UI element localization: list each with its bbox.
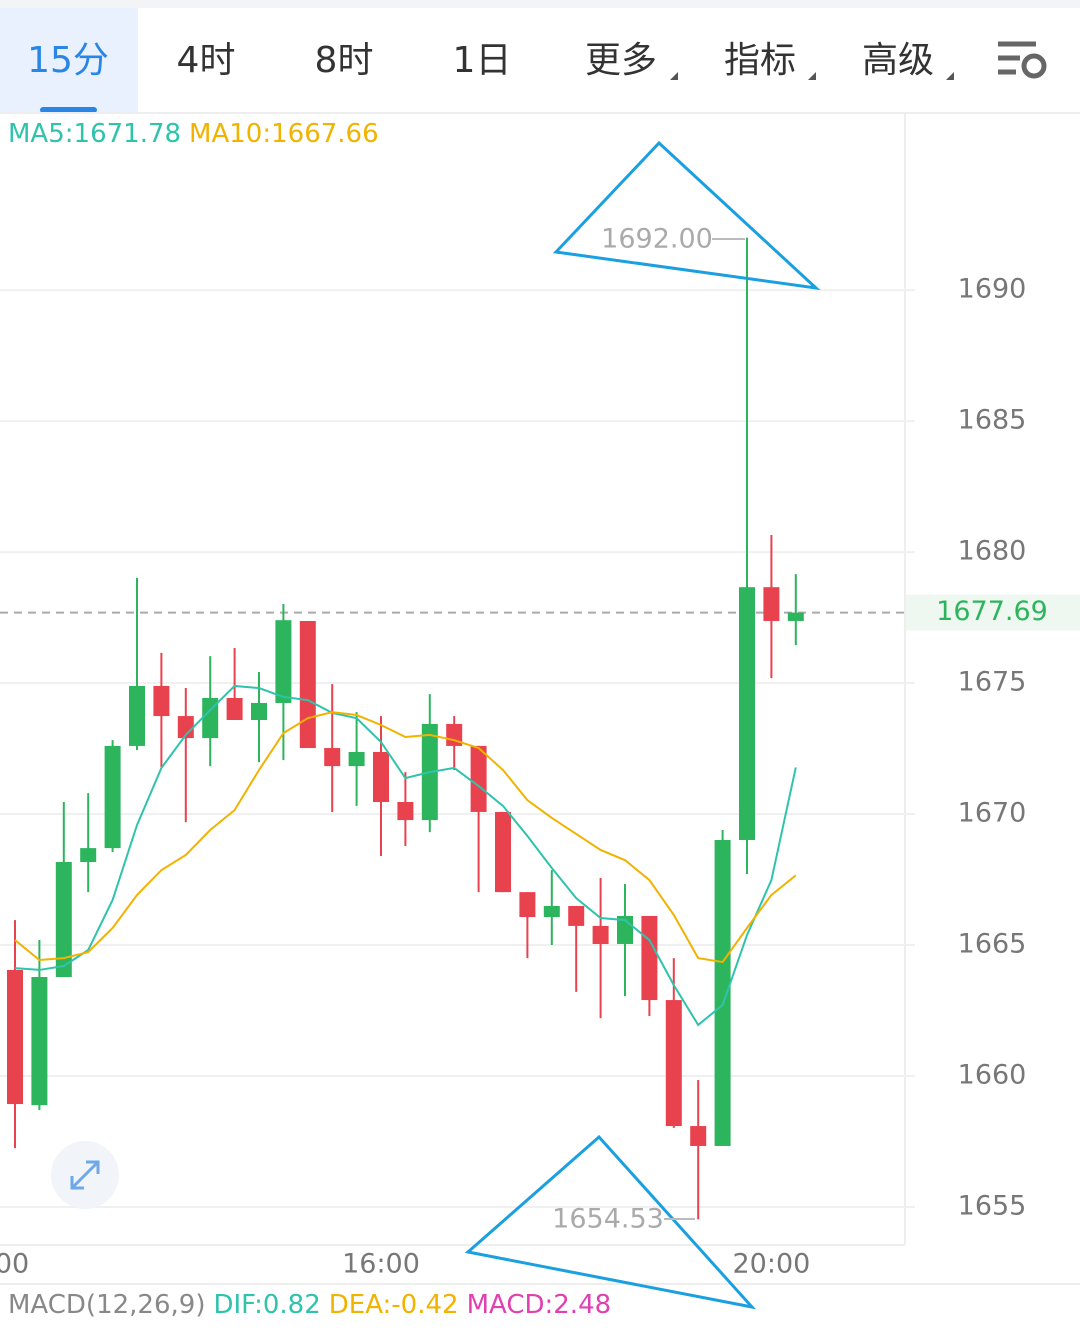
candle-body [519, 892, 536, 918]
tab[interactable]: 高级 [862, 40, 934, 81]
candle-body [177, 716, 194, 739]
tab[interactable]: 1日 [453, 40, 512, 81]
candle-body [7, 969, 23, 1105]
candle-body [763, 587, 780, 621]
candle-body [153, 685, 170, 717]
candle-body [665, 1000, 682, 1127]
tab[interactable]: 4时 [177, 40, 236, 81]
candle-body [641, 915, 658, 1001]
last-price-box [906, 594, 1080, 631]
ma-line [14, 711, 797, 964]
legend-item: DIF:0.82 [213, 1290, 320, 1320]
candle-body [202, 697, 219, 739]
expand-button[interactable] [51, 1141, 119, 1209]
active-tab-bg [0, 8, 138, 113]
legend-item: MACD:2.48 [467, 1290, 612, 1320]
tab[interactable]: 15分 [27, 40, 109, 81]
y-tick-label: 1680 [958, 536, 1027, 567]
candle-body [104, 745, 121, 849]
tab[interactable]: 指标 [724, 40, 796, 81]
legend-item: DEA:-0.42 [329, 1290, 459, 1320]
legend-item: MA5:1671.78 [8, 119, 181, 149]
candle-body [348, 751, 365, 767]
candle-body [495, 811, 511, 893]
active-tab-underline [40, 107, 97, 113]
y-tick-label: 1685 [958, 405, 1027, 436]
candle-body [739, 587, 755, 840]
candle-body [592, 925, 609, 944]
macd-legend: MACD(12,26,9) DIF:0.82 DEA:-0.42 MACD:2.48 [8, 1290, 611, 1320]
candle-body [31, 976, 48, 1106]
candle-body [251, 702, 267, 720]
candle-body [226, 697, 243, 720]
candle-body [299, 620, 316, 749]
highlight-triangle [552, 140, 821, 291]
legend-item: MACD(12,26,9) [8, 1290, 205, 1320]
legend-item: MA10:1667.66 [189, 119, 379, 149]
candle-body [568, 906, 585, 926]
y-tick-label: 1690 [958, 274, 1027, 305]
y-tick-label: 1665 [958, 929, 1027, 960]
y-tick-label: 1660 [958, 1060, 1027, 1091]
last-price-label: 1677.69 [936, 596, 1048, 627]
y-tick-label: 1675 [958, 667, 1027, 698]
high-annotation: 1692.00 [601, 224, 713, 255]
x-tick-label: 00 [0, 1249, 29, 1280]
candle-body [543, 906, 560, 918]
candle-body [80, 848, 97, 862]
candle-body [397, 801, 414, 821]
highlight-triangle [464, 1134, 757, 1310]
candle-body [129, 685, 145, 746]
tab[interactable]: 8时 [315, 40, 374, 81]
candle-body [714, 839, 731, 1146]
low-annotation: 1654.53 [552, 1204, 664, 1235]
candle-body [55, 861, 72, 977]
x-tick-label: 16:00 [342, 1249, 420, 1280]
candle-body [787, 612, 804, 621]
settings-icon[interactable] [998, 41, 1047, 79]
status-strip [0, 0, 1080, 8]
ma-line [14, 684, 797, 1027]
candle-body [324, 748, 341, 767]
candle-body [690, 1126, 707, 1146]
y-tick-label: 1655 [958, 1191, 1027, 1222]
candle-body [470, 745, 487, 812]
tab[interactable]: 更多 [585, 40, 657, 81]
ma-legend: MA5:1671.78 MA10:1667.66 [8, 119, 379, 149]
x-tick-label: 20:00 [732, 1249, 810, 1280]
candle-body [275, 620, 292, 703]
dropdown-marks [670, 72, 954, 80]
candle-body [373, 751, 389, 802]
y-tick-label: 1670 [958, 798, 1027, 829]
plot: 1655 1660 1665 1670 1675 1680 1685 1690 16:00 20:… [0, 237, 1080, 1280]
